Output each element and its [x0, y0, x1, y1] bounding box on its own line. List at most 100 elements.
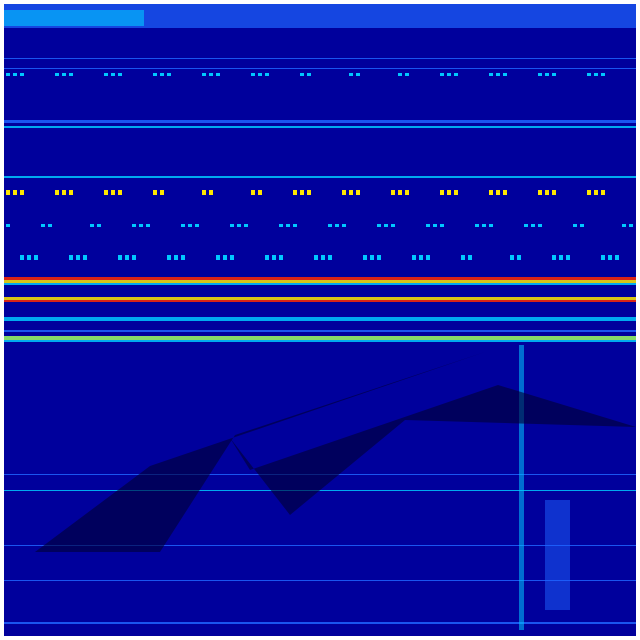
- event-mark: [377, 255, 381, 260]
- event-mark: [174, 255, 178, 260]
- event-mark: [202, 73, 206, 76]
- event-mark: [55, 190, 59, 195]
- horizontal-line: [4, 340, 636, 342]
- horizontal-line: [4, 277, 636, 280]
- event-mark: [132, 255, 136, 260]
- event-mark: [279, 224, 283, 227]
- event-mark: [20, 190, 24, 195]
- event-mark: [125, 255, 129, 260]
- event-mark: [244, 224, 248, 227]
- event-mark: [349, 190, 353, 195]
- event-mark: [391, 190, 395, 195]
- event-mark: [258, 73, 262, 76]
- event-mark: [349, 73, 353, 76]
- event-mark: [237, 224, 241, 227]
- event-mark: [426, 224, 430, 227]
- event-mark: [545, 190, 549, 195]
- event-mark: [482, 224, 486, 227]
- event-mark: [160, 73, 164, 76]
- event-mark: [510, 255, 514, 260]
- event-mark: [608, 255, 612, 260]
- event-mark: [629, 224, 633, 227]
- event-mark: [356, 73, 360, 76]
- event-mark: [153, 73, 157, 76]
- event-mark: [594, 73, 598, 76]
- horizontal-line: [4, 68, 636, 69]
- event-mark: [265, 255, 269, 260]
- horizontal-line: [4, 336, 636, 340]
- event-mark: [132, 224, 136, 227]
- horizontal-line: [4, 622, 636, 624]
- event-mark: [181, 224, 185, 227]
- top-band-bright: [4, 10, 144, 26]
- event-mark: [118, 255, 122, 260]
- event-mark: [461, 255, 465, 260]
- event-mark: [545, 73, 549, 76]
- horizontal-line: [4, 126, 636, 128]
- event-mark: [433, 224, 437, 227]
- event-mark: [13, 190, 17, 195]
- event-mark: [48, 224, 52, 227]
- event-mark: [580, 224, 584, 227]
- event-mark: [69, 255, 73, 260]
- event-mark: [552, 190, 556, 195]
- horizontal-line: [4, 297, 636, 300]
- event-mark: [90, 224, 94, 227]
- vertical-streak: [519, 345, 524, 630]
- event-mark: [440, 73, 444, 76]
- event-mark: [251, 190, 255, 195]
- event-mark: [538, 73, 542, 76]
- event-mark: [209, 73, 213, 76]
- event-mark: [377, 224, 381, 227]
- event-mark: [328, 224, 332, 227]
- event-mark: [503, 73, 507, 76]
- event-mark: [601, 73, 605, 76]
- horizontal-line: [4, 330, 636, 332]
- event-mark: [286, 224, 290, 227]
- event-mark: [202, 190, 206, 195]
- event-mark: [356, 190, 360, 195]
- event-mark: [496, 190, 500, 195]
- event-mark: [118, 73, 122, 76]
- event-mark: [447, 73, 451, 76]
- event-mark: [524, 224, 528, 227]
- event-mark: [587, 190, 591, 195]
- event-mark: [104, 190, 108, 195]
- vertical-streak: [545, 500, 570, 610]
- event-mark: [104, 73, 108, 76]
- event-mark: [265, 73, 269, 76]
- event-mark: [573, 224, 577, 227]
- event-mark: [363, 255, 367, 260]
- event-mark: [160, 190, 164, 195]
- event-mark: [398, 73, 402, 76]
- event-mark: [475, 224, 479, 227]
- event-mark: [279, 255, 283, 260]
- event-mark: [167, 255, 171, 260]
- event-mark: [405, 73, 409, 76]
- event-mark: [118, 190, 122, 195]
- event-mark: [167, 73, 171, 76]
- event-mark: [181, 255, 185, 260]
- event-mark: [370, 255, 374, 260]
- event-mark: [454, 73, 458, 76]
- event-mark: [552, 255, 556, 260]
- event-mark: [538, 190, 542, 195]
- horizontal-line: [4, 300, 636, 302]
- event-mark: [6, 73, 10, 76]
- event-mark: [489, 224, 493, 227]
- event-mark: [20, 255, 24, 260]
- event-mark: [538, 224, 542, 227]
- event-mark: [335, 224, 339, 227]
- event-mark: [384, 224, 388, 227]
- event-mark: [412, 255, 416, 260]
- event-mark: [342, 224, 346, 227]
- shadow-polygon: [230, 385, 636, 515]
- event-mark: [230, 255, 234, 260]
- horizontal-line: [4, 120, 636, 123]
- event-mark: [566, 255, 570, 260]
- event-mark: [328, 255, 332, 260]
- event-mark: [342, 190, 346, 195]
- event-mark: [601, 190, 605, 195]
